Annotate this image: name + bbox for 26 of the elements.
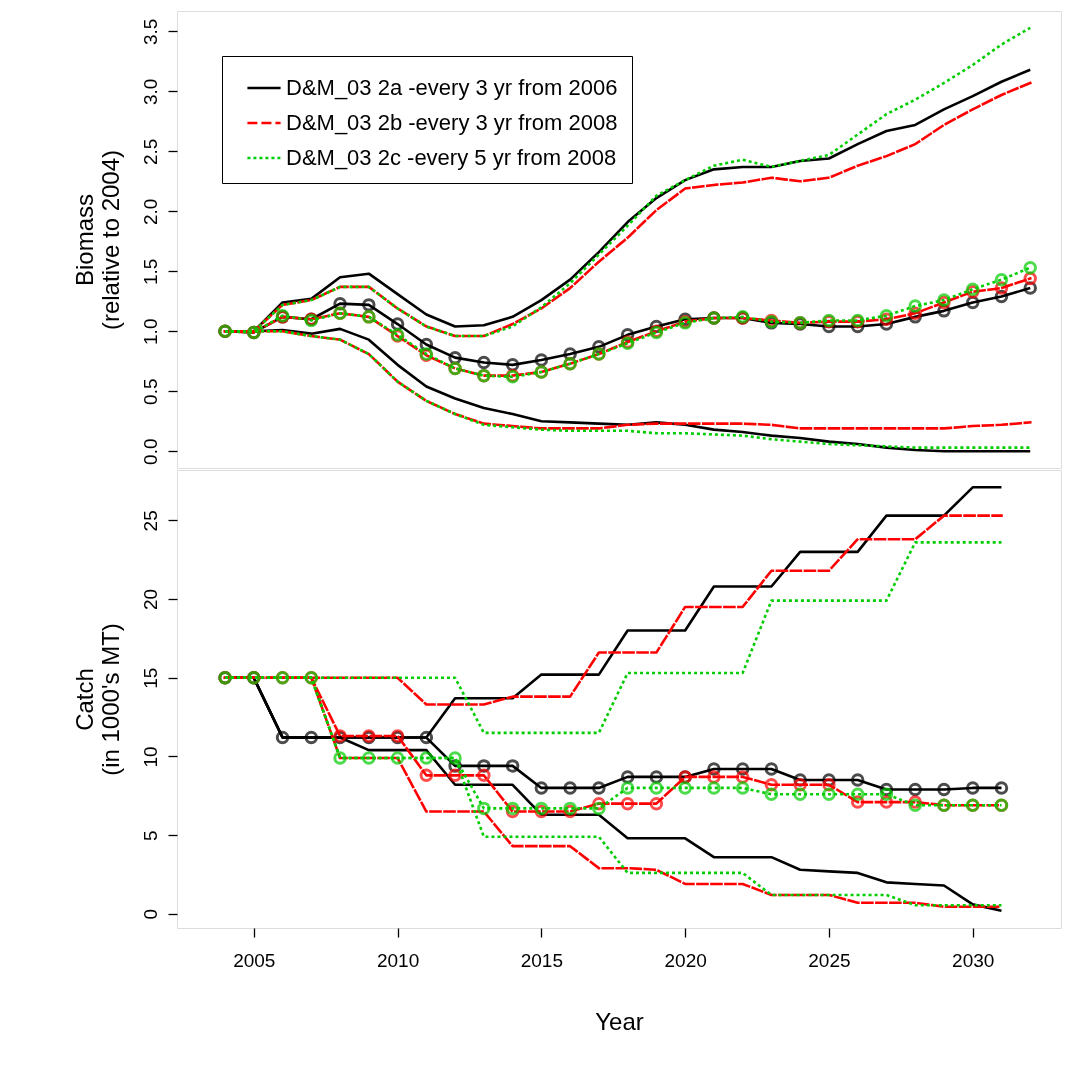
- legend-label: D&M_03 2a -every 3 yr from 2006: [286, 75, 618, 100]
- y-tick-label: 1.5: [139, 258, 161, 285]
- x-tick-label: 2025: [808, 949, 851, 971]
- legend-label: D&M_03 2c -every 5 yr from 2008: [286, 145, 617, 170]
- y-tick-label: 2.0: [139, 198, 161, 226]
- y-tick-label: 2.5: [139, 138, 161, 166]
- x-tick-label: 2020: [664, 949, 707, 971]
- y-tick-label: 1.0: [139, 318, 161, 345]
- y-tick-label: 0: [139, 909, 161, 920]
- y-tick-label: 0.0: [139, 438, 161, 465]
- y-tick-label: 25: [139, 510, 161, 532]
- x-tick-label: 2010: [376, 949, 420, 971]
- y-tick-label: 3.0: [139, 78, 161, 106]
- legend-label: D&M_03 2b -every 3 yr from 2008: [286, 110, 618, 135]
- y-tick-label: 5: [139, 830, 161, 841]
- x-tick-label: 2030: [952, 949, 995, 971]
- y-tick-label: 15: [139, 667, 161, 689]
- x-tick-label: 2015: [520, 949, 563, 971]
- y-tick-label: 20: [139, 588, 161, 611]
- y-tick-label: 0.5: [139, 378, 161, 405]
- y-tick-label: 3.5: [139, 18, 161, 46]
- y-axis-title: Catch (in 1000's MT): [70, 623, 124, 776]
- x-axis-title: Year: [595, 1007, 644, 1035]
- x-tick-label: 2005: [233, 949, 276, 971]
- y-tick-label: 10: [139, 746, 161, 768]
- y-axis-title: Biomass (relative to 2004): [70, 149, 124, 331]
